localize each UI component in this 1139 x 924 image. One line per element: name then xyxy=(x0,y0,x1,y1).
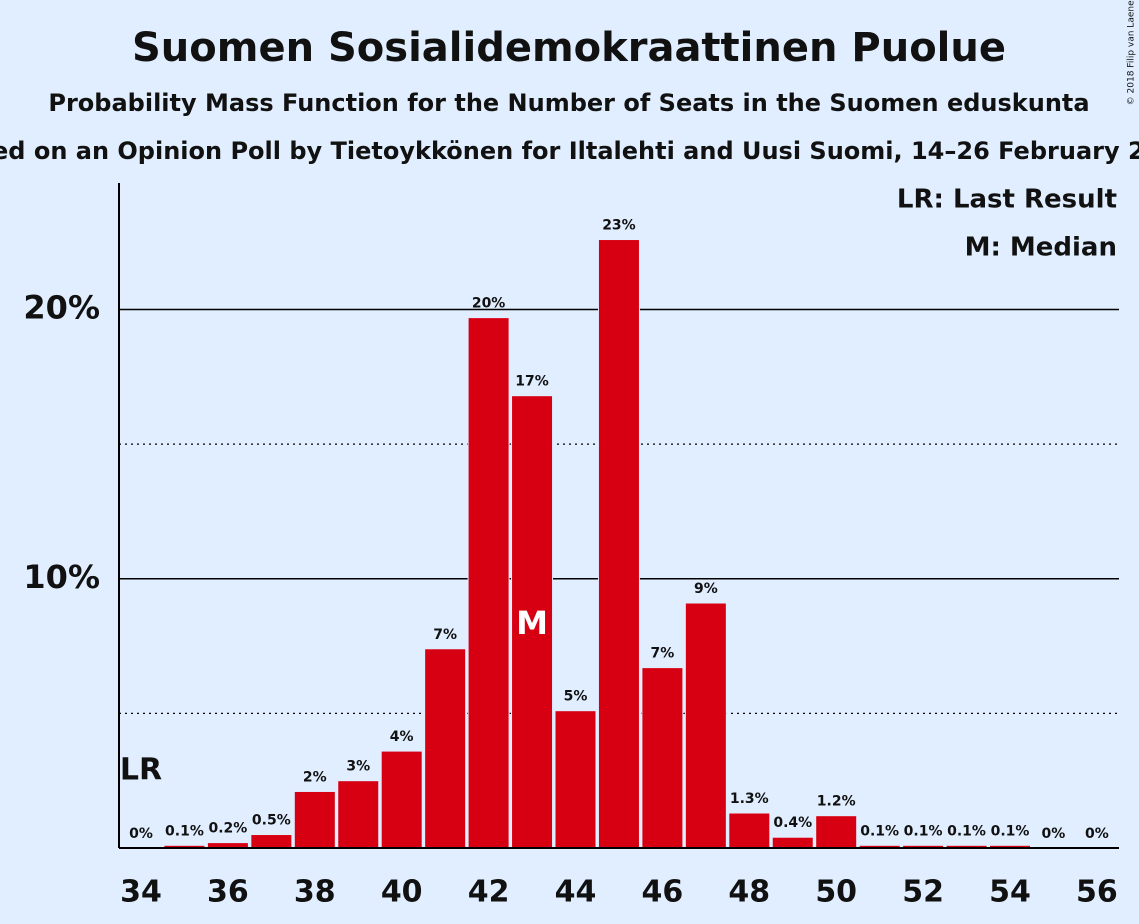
bar xyxy=(597,239,640,849)
chart-subtitle: Probability Mass Function for the Number… xyxy=(48,89,1089,117)
chart-caption: Based on an Opinion Poll by Tietoykkönen… xyxy=(0,137,1139,165)
last-result-marker: LR xyxy=(120,753,162,788)
bar xyxy=(641,667,684,849)
value-label: 1.3% xyxy=(730,791,769,807)
bar xyxy=(380,750,423,849)
value-label: 0.1% xyxy=(165,823,204,839)
bar xyxy=(684,602,727,849)
bar xyxy=(511,395,554,849)
bar xyxy=(293,790,336,849)
value-label: 7% xyxy=(433,627,457,643)
value-label: 0.5% xyxy=(252,813,291,829)
value-label: 0% xyxy=(129,826,153,842)
value-label: 0.4% xyxy=(773,815,812,831)
x-tick-label: 34 xyxy=(120,875,162,910)
value-label: 0.1% xyxy=(991,823,1030,839)
value-label: 1.2% xyxy=(817,794,856,810)
value-label: 23% xyxy=(602,218,636,234)
x-tick-label: 50 xyxy=(815,875,857,910)
x-tick-label: 54 xyxy=(989,875,1031,910)
y-tick-label: 20% xyxy=(23,289,100,327)
legend-entry: LR: Last Result xyxy=(897,185,1117,215)
value-label: 0.1% xyxy=(860,823,899,839)
chart-title: Suomen Sosialidemokraattinen Puolue xyxy=(132,25,1006,71)
x-tick-label: 42 xyxy=(468,875,510,910)
bar xyxy=(337,780,380,849)
value-label: 7% xyxy=(651,646,675,662)
value-label: 5% xyxy=(564,689,588,705)
y-tick-label: 10% xyxy=(23,558,100,596)
median-marker: M xyxy=(516,604,548,642)
x-tick-label: 38 xyxy=(294,875,336,910)
value-label: 2% xyxy=(303,769,327,785)
value-label: 0.1% xyxy=(904,823,943,839)
bar xyxy=(728,812,771,849)
bar xyxy=(771,836,814,849)
bar xyxy=(815,815,858,849)
x-tick-label: 56 xyxy=(1076,875,1118,910)
x-tick-label: 48 xyxy=(728,875,770,910)
x-tick-label: 40 xyxy=(381,875,423,910)
bar xyxy=(554,710,597,849)
x-tick-label: 44 xyxy=(555,875,597,910)
value-label: 0% xyxy=(1085,826,1109,842)
x-tick-label: 46 xyxy=(642,875,684,910)
bar xyxy=(424,648,467,849)
bar xyxy=(250,834,293,849)
value-label: 0% xyxy=(1042,826,1066,842)
value-label: 20% xyxy=(472,296,506,312)
value-label: 0.2% xyxy=(208,821,247,837)
bar xyxy=(467,317,510,849)
x-tick-label: 52 xyxy=(902,875,944,910)
legend-entry: M: Median xyxy=(965,233,1117,263)
value-label: 17% xyxy=(515,374,549,390)
value-label: 0.1% xyxy=(947,823,986,839)
x-tick-label: 36 xyxy=(207,875,249,910)
value-label: 9% xyxy=(694,581,718,597)
value-label: 3% xyxy=(346,759,370,775)
value-label: 4% xyxy=(390,729,414,745)
copyright: © 2018 Filip van Laenen xyxy=(1127,0,1137,105)
